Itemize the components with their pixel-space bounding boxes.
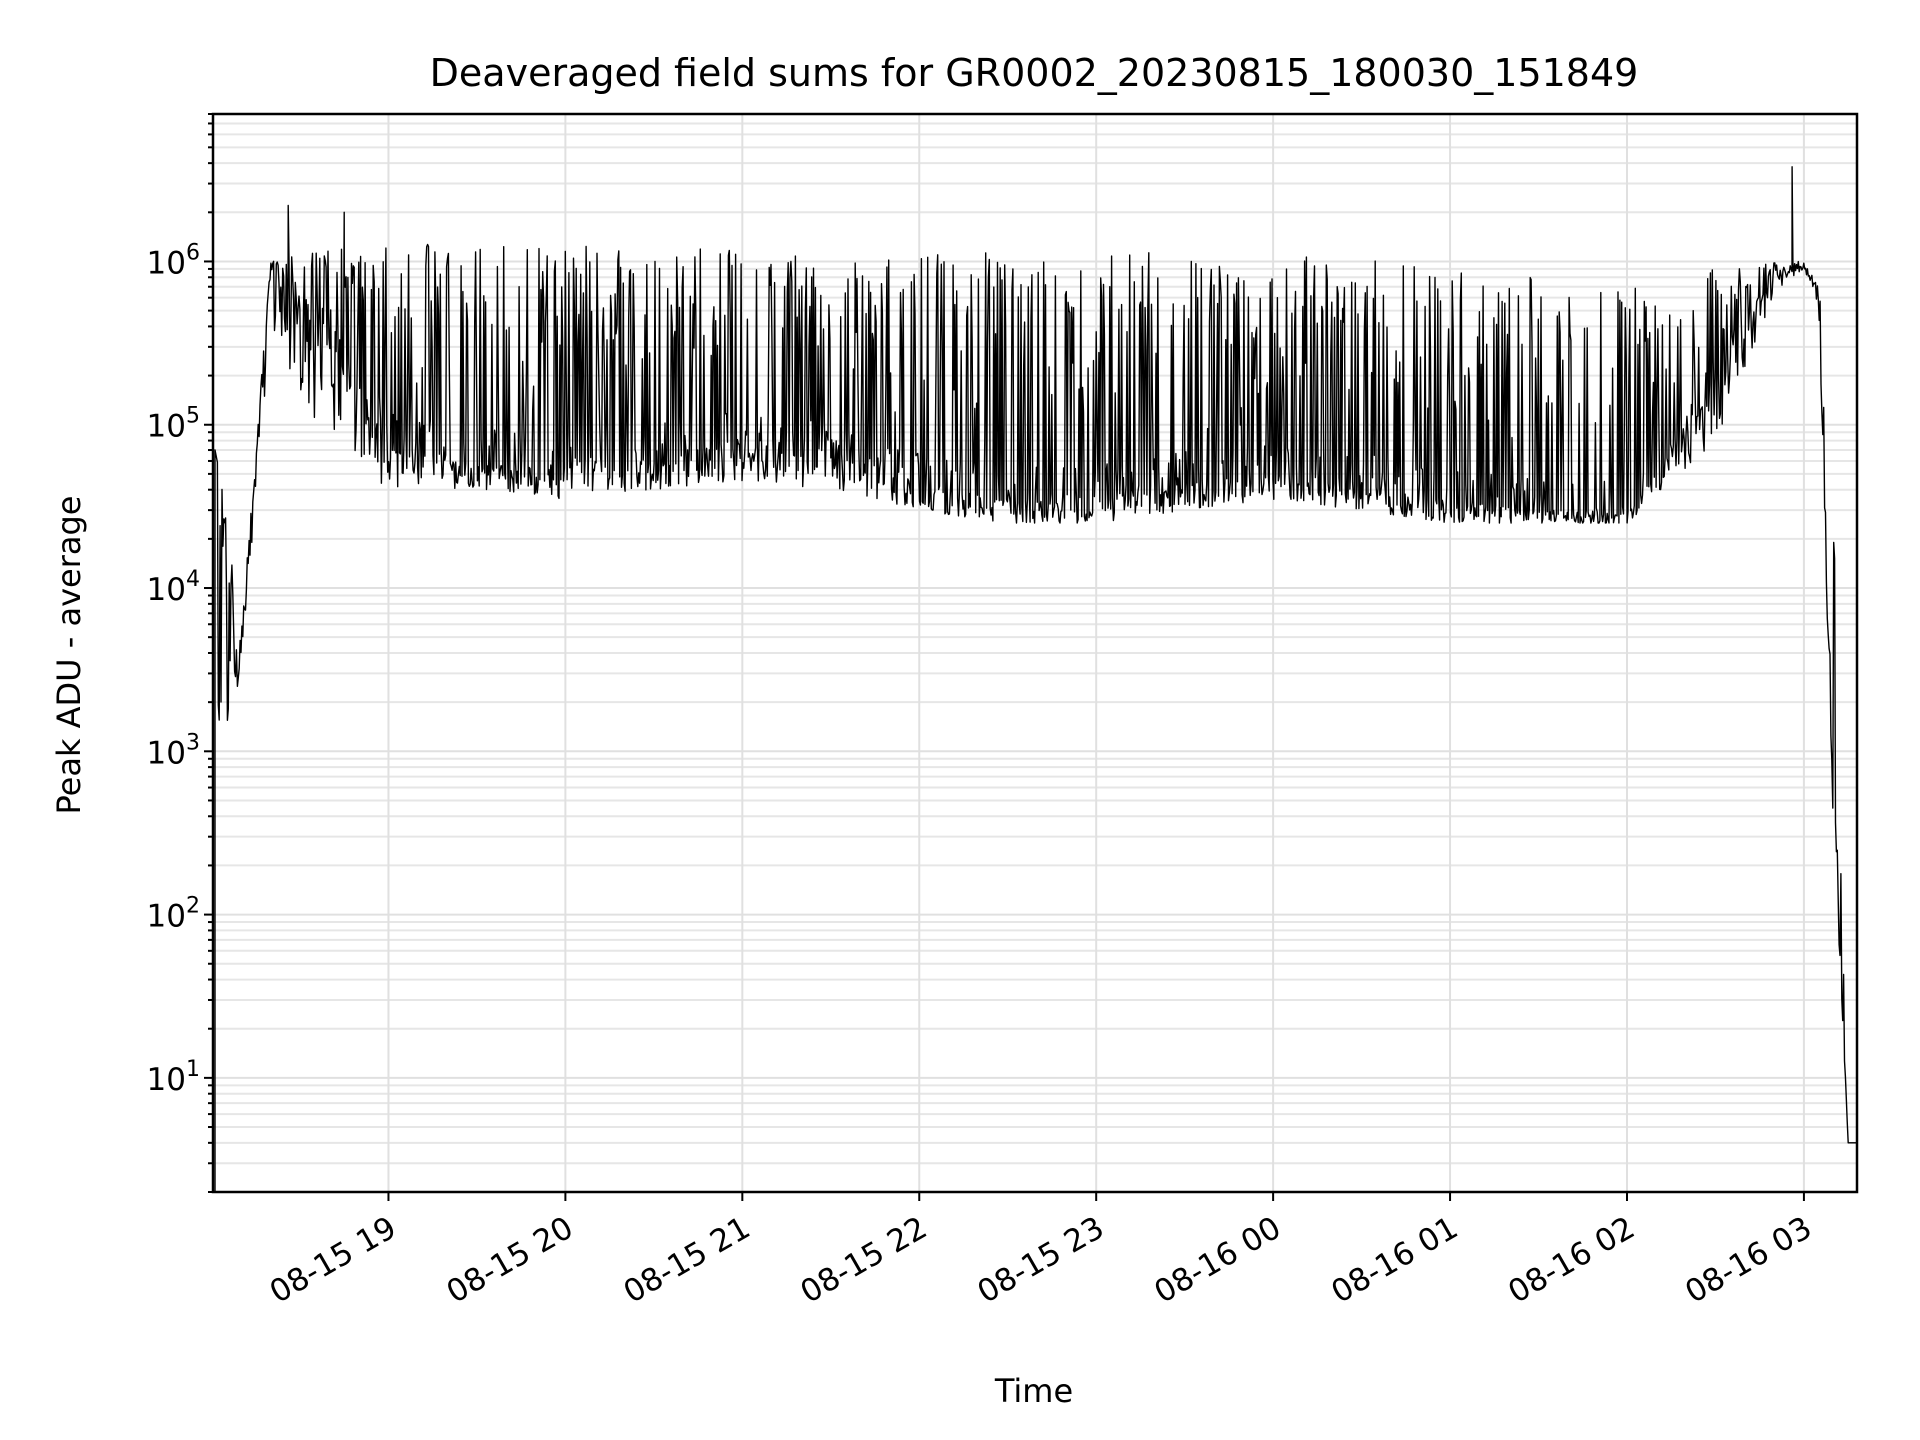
x-tick-label: 08-16 02 <box>1502 1210 1641 1311</box>
y-tick-exponent: 2 <box>186 894 200 919</box>
x-tick-label: 08-15 19 <box>264 1210 403 1311</box>
y-tick-base: 10 <box>147 899 186 935</box>
y-tick-exponent: 6 <box>186 240 200 265</box>
x-tick-label: 08-15 20 <box>441 1210 580 1311</box>
x-tick-label: 08-16 03 <box>1679 1210 1818 1311</box>
y-tick-label: 106 <box>147 240 200 281</box>
y-tick-base: 10 <box>147 245 186 281</box>
x-tick-label: 08-15 22 <box>795 1210 934 1311</box>
y-tick-label: 101 <box>147 1057 200 1098</box>
y-tick-base: 10 <box>147 572 186 608</box>
y-tick-label: 103 <box>147 730 200 771</box>
y-tick-exponent: 1 <box>186 1057 200 1082</box>
x-tick-label: 08-16 01 <box>1325 1210 1464 1311</box>
y-tick-label: 104 <box>147 567 200 608</box>
y-tick-exponent: 4 <box>186 567 200 592</box>
y-tick-exponent: 5 <box>186 404 200 429</box>
series-line <box>214 166 1856 1192</box>
y-tick-base: 10 <box>147 1062 186 1098</box>
y-tick-base: 10 <box>147 735 186 771</box>
y-tick-base: 10 <box>147 409 186 445</box>
x-tick-label: 08-15 21 <box>618 1210 757 1311</box>
chart-title: Deaveraged field sums for GR0002_2023081… <box>430 51 1639 95</box>
x-tick-label: 08-15 23 <box>971 1210 1110 1311</box>
y-tick-label: 102 <box>147 894 200 935</box>
y-tick-exponent: 3 <box>186 730 200 755</box>
x-axis-ticks: 08-15 19 08-15 20 08-15 21 08-15 22 08-15 23… <box>264 1192 1818 1311</box>
y-tick-label: 105 <box>147 404 200 445</box>
x-tick-label: 08-16 00 <box>1148 1210 1287 1311</box>
y-axis-label: Peak ADU - average <box>50 496 88 815</box>
x-axis-label: Time <box>994 1372 1073 1410</box>
grid <box>213 113 1857 1193</box>
